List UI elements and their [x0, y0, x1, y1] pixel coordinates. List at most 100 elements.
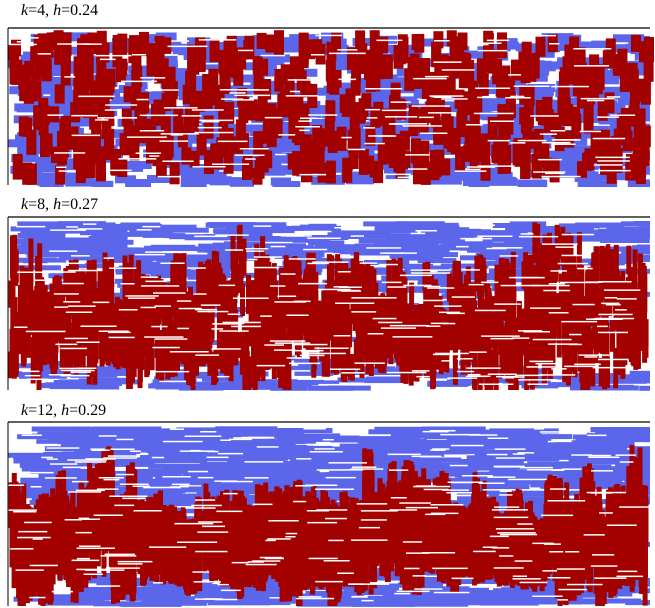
- gap: [205, 62, 218, 65]
- gap: [227, 313, 241, 315]
- gap: [338, 78, 357, 81]
- gap: [200, 304, 221, 306]
- gap: [155, 370, 190, 373]
- horizontal-rod: [363, 221, 404, 227]
- gap: [551, 143, 576, 145]
- gap: [286, 314, 309, 316]
- vertical-rod: [533, 128, 544, 149]
- gap: [232, 297, 269, 299]
- horizontal-rod: [629, 370, 650, 376]
- vertical-rod: [470, 283, 476, 327]
- vertical-rod: [513, 138, 524, 162]
- horizontal-rod: [453, 598, 519, 604]
- horizontal-rod: [271, 478, 337, 484]
- gap: [397, 176, 410, 179]
- vertical-rod: [40, 39, 51, 56]
- vertical-rod: [261, 260, 267, 287]
- gap: [313, 230, 332, 233]
- horizontal-rod: [395, 221, 445, 227]
- horizontal-rod: [149, 224, 197, 230]
- horizontal-rod: [227, 453, 300, 458]
- vertical-rod: [424, 342, 429, 378]
- vertical-rod: [572, 334, 578, 377]
- vertical-rod: [185, 312, 190, 348]
- vertical-rod: [90, 140, 101, 165]
- vertical-rod: [53, 30, 64, 49]
- vertical-rod: [173, 108, 184, 135]
- vertical-rod: [26, 163, 37, 185]
- vertical-rod: [208, 288, 214, 329]
- vertical-rod: [235, 119, 246, 141]
- gap: [530, 307, 561, 309]
- vertical-rod: [358, 149, 369, 175]
- gap: [140, 306, 156, 309]
- horizontal-rod: [399, 241, 439, 247]
- horizontal-rod: [530, 93, 553, 102]
- gap: [351, 311, 377, 313]
- gap: [457, 370, 475, 373]
- horizontal-rod: [458, 484, 530, 490]
- gap: [423, 285, 441, 288]
- horizontal-rod: [104, 254, 152, 260]
- gap: [60, 369, 95, 372]
- horizontal-rod: [176, 258, 217, 264]
- gap: [415, 230, 438, 232]
- horizontal-rod: [91, 180, 114, 187]
- gap: [169, 351, 209, 353]
- vertical-rod: [305, 39, 315, 60]
- gap: [392, 336, 433, 338]
- vertical-rod: [32, 333, 37, 363]
- panel-1-title: k=4, h=0.24: [21, 2, 99, 19]
- gap: [434, 40, 450, 42]
- vertical-rod: [312, 39, 323, 58]
- horizontal-rod: [350, 370, 400, 375]
- horizontal-rod: [574, 174, 603, 182]
- vertical-rod: [621, 286, 627, 314]
- horizontal-rod: [587, 60, 612, 69]
- vertical-rod: [631, 34, 641, 52]
- vertical-rod: [438, 77, 449, 98]
- horizontal-rod: [330, 162, 354, 171]
- vertical-rod: [454, 56, 465, 77]
- vertical-rod: [117, 159, 128, 177]
- vertical-rod: [153, 50, 164, 69]
- horizontal-rod: [158, 373, 205, 379]
- vertical-rod: [87, 341, 93, 371]
- gap: [65, 311, 93, 313]
- gap: [337, 49, 358, 51]
- vertical-rod: [60, 61, 71, 86]
- gap: [292, 343, 328, 346]
- vertical-rod: [115, 63, 126, 83]
- vertical-rod: [470, 126, 481, 151]
- horizontal-rod: [308, 240, 345, 246]
- vertical-rod: [266, 328, 272, 370]
- gap: [454, 170, 487, 172]
- gap: [95, 119, 109, 121]
- vertical-rod: [12, 153, 23, 180]
- vertical-rod: [129, 35, 140, 56]
- vertical-rod: [402, 277, 408, 324]
- vertical-rod: [50, 330, 56, 374]
- vertical-rod: [368, 266, 374, 311]
- vertical-rod: [99, 87, 110, 112]
- gap: [140, 77, 166, 79]
- vertical-rod: [223, 39, 234, 64]
- vertical-rod: [193, 328, 199, 368]
- gap: [595, 156, 630, 159]
- vertical-rod: [271, 263, 277, 291]
- horizontal-rod: [129, 228, 174, 234]
- gap: [278, 134, 296, 136]
- gap: [515, 374, 543, 377]
- gap: [590, 318, 615, 320]
- gap: [426, 325, 441, 327]
- gap: [574, 363, 601, 366]
- vertical-rod: [562, 335, 568, 383]
- vertical-rod: [609, 249, 615, 278]
- vertical-rod: [598, 357, 604, 387]
- horizontal-rod: [159, 68, 194, 77]
- horizontal-rod: [536, 452, 606, 458]
- vertical-rod: [253, 287, 259, 325]
- gap: [381, 281, 402, 284]
- vertical-rod: [299, 103, 310, 127]
- horizontal-rod: [307, 247, 354, 253]
